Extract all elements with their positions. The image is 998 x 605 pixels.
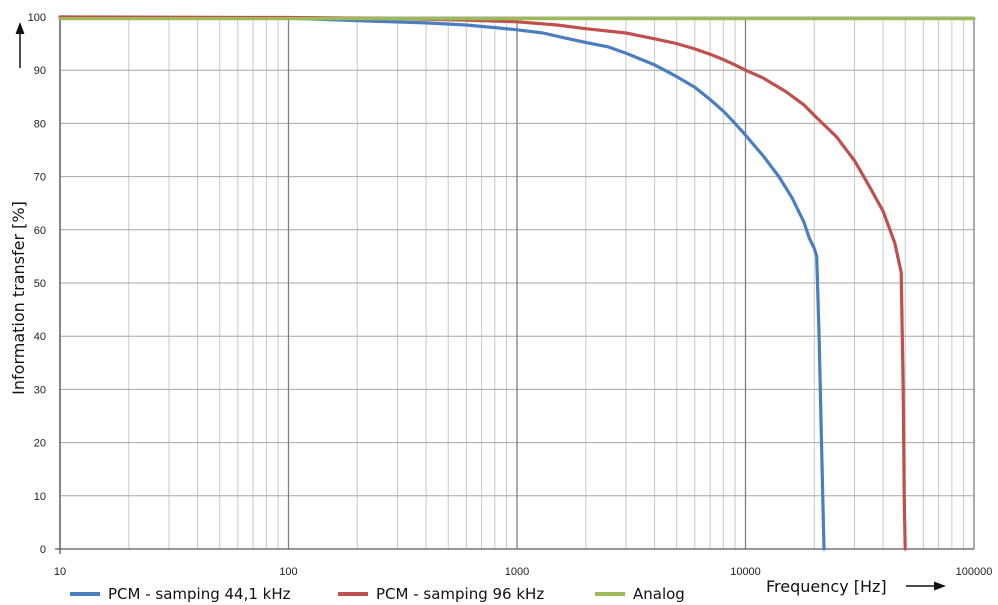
y-tick-label: 30 [34,384,46,396]
y-tick-label: 60 [34,225,46,237]
x-tick-label: 10 [54,566,66,578]
legend-label: PCM - samping 44,1 kHz [108,585,291,603]
x-tick-label: 1000 [505,566,529,578]
y-tick-label: 20 [34,438,46,450]
y-tick-label: 0 [40,544,46,556]
legend-item-analog: Analog [595,585,685,603]
y-tick-label: 10 [34,491,46,503]
x-tick-label: 100000 [956,566,993,578]
y-tick-label: 100 [28,12,46,24]
x-tick-label: 10000 [730,566,761,578]
y-tick-label: 80 [34,118,46,130]
y-axis-title: Information transfer [%] [9,201,28,395]
y-axis-arrow-head [15,22,25,34]
x-tick-label: 100 [279,566,297,578]
y-tick-label: 40 [34,331,46,343]
legend-item-pcm-96: PCM - samping 96 kHz [338,585,544,603]
series-lines [58,15,976,551]
y-axis-title-group: Information transfer [%] [9,22,28,395]
x-axis-title-group: Frequency [Hz] [766,577,946,596]
series-line-pcm-96 [58,15,907,551]
y-tick-label: 50 [34,278,46,290]
legend-item-pcm-44: PCM - samping 44,1 kHz [70,585,291,603]
legend-label: Analog [633,585,685,603]
series-line-pcm-44 [58,15,826,551]
legend-label: PCM - samping 96 kHz [376,585,544,603]
y-tick-label: 70 [34,172,46,184]
x-axis-title: Frequency [Hz] [766,577,887,596]
tick-labels: 0 10 20 30 40 50 60 70 80 90 100 10 100 1000 10000 1000… [28,12,993,578]
x-axis-arrow-head [934,581,946,591]
y-tick-label: 90 [34,65,46,77]
grid [55,16,975,554]
legend: PCM - samping 44,1 kHz PCM - samping 96 … [70,585,685,603]
